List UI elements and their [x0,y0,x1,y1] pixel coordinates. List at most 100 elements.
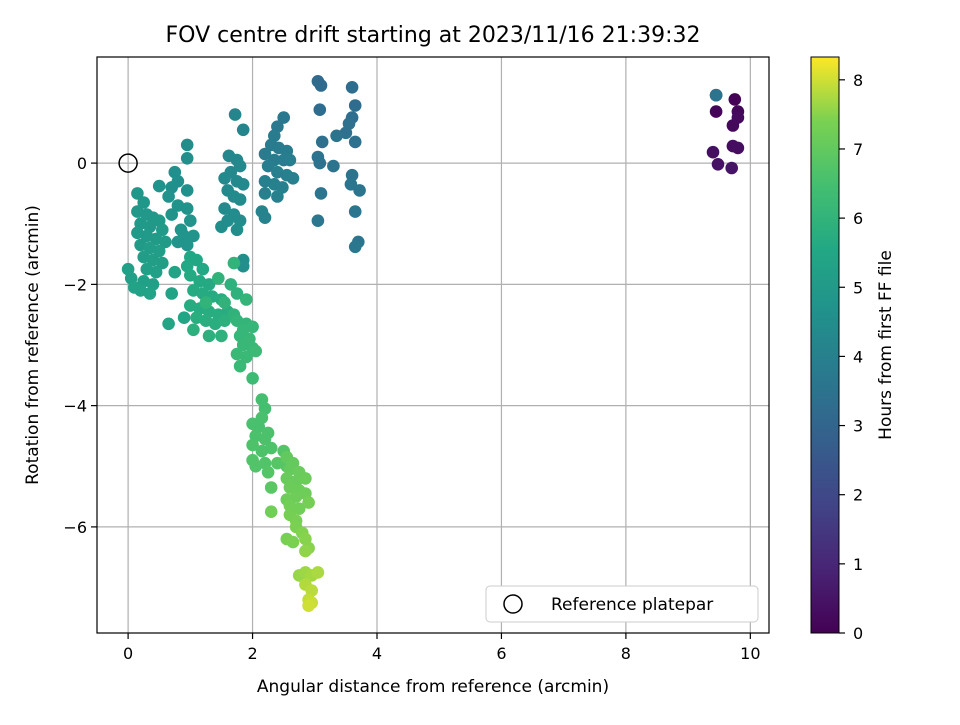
y-tick-label: −2 [63,275,87,294]
data-point [180,202,194,215]
data-point [299,544,312,558]
data-point [215,329,228,343]
colorbar-tick-label: 5 [853,278,863,297]
data-point [180,184,194,197]
data-point [258,211,272,224]
chart-title: FOV centre drift starting at 2023/11/16 … [166,23,701,48]
data-point [315,135,329,149]
data-point [261,159,275,173]
data-point [292,502,306,515]
data-point [230,287,244,300]
data-point [230,223,244,237]
colorbar-tick-label: 0 [853,624,863,643]
y-tick-label: 0 [77,154,87,173]
data-point [159,235,172,249]
legend-marker [503,594,523,614]
data-point [348,135,362,149]
data-point [156,256,169,270]
legend: Reference platepar [485,585,759,623]
data-point [187,229,200,243]
data-point [264,441,278,455]
data-point [246,372,259,385]
colorbar: 0 1 2 3 4 5 6 7 8 Hours from first FF file [810,56,896,643]
data-point [199,296,213,309]
data-point [184,269,197,282]
data-point [137,196,150,209]
data-point [302,496,315,509]
data-points [121,75,745,612]
data-point [264,505,278,518]
data-point [258,432,272,446]
x-tick-label: 2 [247,644,257,663]
data-point [168,265,182,279]
data-point [271,190,284,203]
data-point [224,278,238,291]
data-point [345,81,359,94]
data-point [311,214,325,227]
data-point [152,244,166,258]
data-point [228,108,242,121]
data-point [218,296,231,309]
data-point [348,99,362,112]
data-point [711,158,725,171]
data-point [264,481,278,494]
data-point [240,350,253,364]
data-point [131,187,144,200]
data-point [202,278,216,291]
x-axis-ticks: 0 2 4 6 8 10 [123,633,761,663]
x-tick-label: 8 [621,644,631,663]
data-point [233,159,247,173]
data-point [246,438,259,452]
x-tick-label: 0 [123,644,133,663]
colorbar-tick-label: 7 [853,140,863,159]
data-point [725,161,738,175]
data-point [152,179,166,193]
data-point [286,535,300,549]
colorbar-label: Hours from first FF file [876,250,896,440]
data-point [246,320,259,334]
data-point [327,159,340,173]
colorbar-tick-label: 6 [853,209,863,228]
data-point [709,88,723,102]
plot-frame [96,56,770,634]
colorbar-tick-label: 1 [853,555,863,574]
data-point [277,111,291,124]
data-point [240,293,253,306]
colorbar-gradient [810,56,840,634]
colorbar-tick-label: 8 [853,71,863,90]
y-tick-label: −6 [63,518,87,537]
data-point [177,311,191,325]
data-point [344,178,358,191]
colorbar-tick-label: 4 [853,347,863,366]
data-point [236,178,250,191]
x-tick-label: 6 [496,644,506,663]
data-point [283,153,297,167]
data-point [314,187,328,200]
data-point [187,323,200,337]
reference-marker [118,153,138,173]
data-point [196,262,210,276]
data-point [233,193,247,206]
data-point [156,223,169,237]
data-point [180,152,194,165]
data-point [728,93,742,106]
colorbar-tick-label: 2 [853,486,863,505]
data-point [313,156,327,170]
x-tick-label: 4 [372,644,382,663]
colorbar-ticks: 0 1 2 3 4 5 6 7 8 [839,71,863,643]
data-point [227,256,241,270]
data-point [706,145,720,159]
data-point [313,103,327,116]
data-point [261,466,275,479]
x-axis-label: Angular distance from reference (arcmin) [257,677,609,697]
data-point [233,359,247,373]
data-point [299,472,312,485]
data-point [165,287,178,300]
legend-box [485,585,759,623]
y-axis-ticks: 0 −2 −4 −6 [63,154,97,537]
y-axis-label: Rotation from reference (arcmin) [23,205,43,485]
data-point [218,314,231,328]
legend-label: Reference platepar [551,595,713,615]
